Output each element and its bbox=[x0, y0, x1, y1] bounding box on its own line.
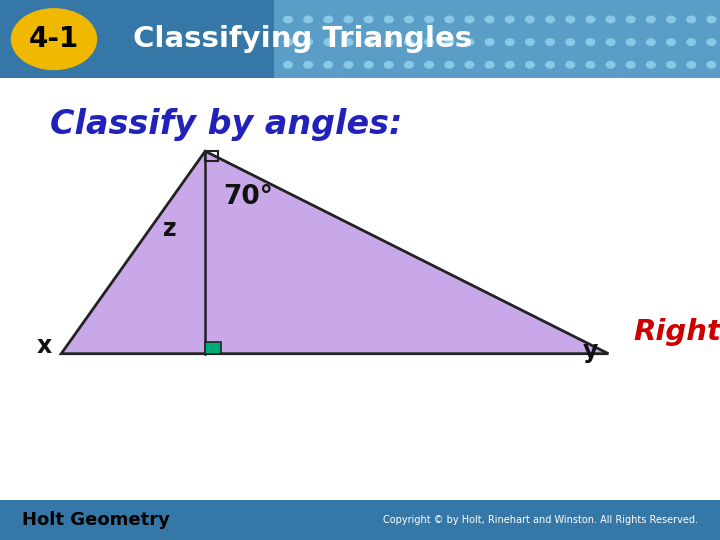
Bar bbox=[0, 500, 720, 540]
Text: Copyright © by Holt, Rinehart and Winston. All Rights Reserved.: Copyright © by Holt, Rinehart and Winsto… bbox=[383, 515, 698, 525]
Circle shape bbox=[384, 39, 393, 45]
Circle shape bbox=[384, 62, 393, 68]
Circle shape bbox=[566, 62, 575, 68]
Circle shape bbox=[707, 62, 716, 68]
Circle shape bbox=[425, 39, 433, 45]
Circle shape bbox=[546, 62, 554, 68]
Circle shape bbox=[647, 16, 655, 23]
Text: z: z bbox=[163, 218, 176, 241]
Circle shape bbox=[324, 62, 333, 68]
Circle shape bbox=[566, 39, 575, 45]
Circle shape bbox=[586, 16, 595, 23]
Circle shape bbox=[465, 39, 474, 45]
Circle shape bbox=[344, 39, 353, 45]
Circle shape bbox=[425, 62, 433, 68]
Circle shape bbox=[405, 62, 413, 68]
Circle shape bbox=[324, 16, 333, 23]
Circle shape bbox=[707, 16, 716, 23]
Circle shape bbox=[667, 16, 675, 23]
Circle shape bbox=[284, 39, 292, 45]
Circle shape bbox=[445, 39, 454, 45]
Circle shape bbox=[667, 39, 675, 45]
Circle shape bbox=[445, 62, 454, 68]
Circle shape bbox=[364, 39, 373, 45]
Circle shape bbox=[505, 62, 514, 68]
Circle shape bbox=[526, 16, 534, 23]
Circle shape bbox=[707, 39, 716, 45]
Text: x: x bbox=[37, 334, 53, 357]
Circle shape bbox=[485, 62, 494, 68]
Bar bbox=[205, 151, 218, 161]
Circle shape bbox=[284, 62, 292, 68]
Circle shape bbox=[626, 39, 635, 45]
Circle shape bbox=[485, 39, 494, 45]
Circle shape bbox=[485, 16, 494, 23]
Circle shape bbox=[304, 16, 312, 23]
Text: Classifying Triangles: Classifying Triangles bbox=[133, 25, 472, 53]
Circle shape bbox=[606, 62, 615, 68]
Circle shape bbox=[405, 16, 413, 23]
Circle shape bbox=[647, 39, 655, 45]
Circle shape bbox=[324, 39, 333, 45]
Text: Holt Geometry: Holt Geometry bbox=[22, 511, 169, 529]
Circle shape bbox=[384, 16, 393, 23]
Circle shape bbox=[606, 39, 615, 45]
Circle shape bbox=[465, 16, 474, 23]
Circle shape bbox=[566, 16, 575, 23]
Circle shape bbox=[405, 39, 413, 45]
Bar bbox=[205, 342, 221, 354]
Text: 4-1: 4-1 bbox=[29, 25, 79, 53]
Circle shape bbox=[667, 62, 675, 68]
Circle shape bbox=[505, 16, 514, 23]
Circle shape bbox=[586, 62, 595, 68]
Circle shape bbox=[344, 62, 353, 68]
Circle shape bbox=[425, 16, 433, 23]
Circle shape bbox=[284, 16, 292, 23]
Circle shape bbox=[526, 62, 534, 68]
Circle shape bbox=[546, 16, 554, 23]
Circle shape bbox=[505, 39, 514, 45]
Circle shape bbox=[687, 39, 696, 45]
Text: Right: Right bbox=[634, 318, 720, 346]
Circle shape bbox=[465, 62, 474, 68]
Circle shape bbox=[687, 16, 696, 23]
Ellipse shape bbox=[11, 8, 97, 70]
Text: 70°: 70° bbox=[223, 184, 273, 210]
Circle shape bbox=[304, 62, 312, 68]
Text: y: y bbox=[582, 339, 598, 363]
Circle shape bbox=[304, 39, 312, 45]
Circle shape bbox=[687, 62, 696, 68]
Circle shape bbox=[546, 39, 554, 45]
Circle shape bbox=[344, 16, 353, 23]
Bar bbox=[274, 0, 720, 78]
Circle shape bbox=[364, 62, 373, 68]
Circle shape bbox=[526, 39, 534, 45]
Circle shape bbox=[626, 62, 635, 68]
Circle shape bbox=[445, 16, 454, 23]
Circle shape bbox=[606, 16, 615, 23]
Polygon shape bbox=[61, 151, 608, 354]
Circle shape bbox=[364, 16, 373, 23]
Text: Classify by angles:: Classify by angles: bbox=[50, 107, 402, 141]
Circle shape bbox=[626, 16, 635, 23]
Bar bbox=[0, 0, 720, 78]
Circle shape bbox=[586, 39, 595, 45]
Circle shape bbox=[647, 62, 655, 68]
